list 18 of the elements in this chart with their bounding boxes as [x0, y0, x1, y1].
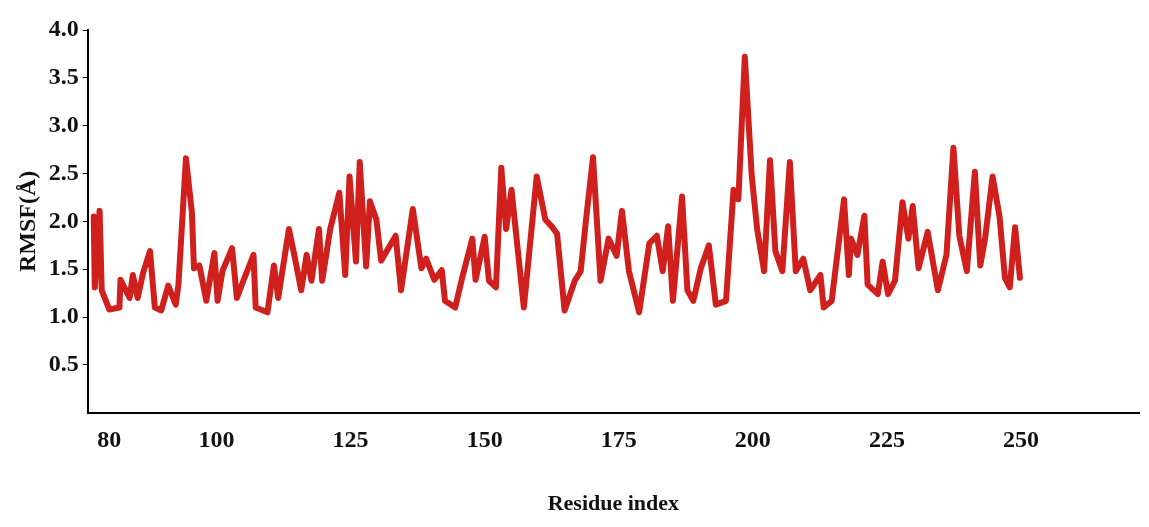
x-tick-label: 125	[332, 426, 369, 453]
x-tick-label: 250	[1003, 426, 1040, 453]
x-axis-title: Residue index	[547, 490, 680, 516]
y-tick-label: 1.5	[48, 254, 79, 281]
x-tick-label: 175	[600, 426, 637, 453]
x-tick-label: 80	[97, 426, 122, 453]
x-tick-label: 100	[198, 426, 235, 453]
y-tick-label: 3.5	[48, 63, 79, 90]
y-tick-label: 2.0	[48, 206, 79, 233]
y-tick-label: 0.5	[48, 350, 79, 377]
x-tick-label: 225	[868, 426, 905, 453]
x-tick-label: 150	[466, 426, 503, 453]
y-tick-label: 3.0	[48, 110, 79, 137]
y-tick-label: 2.5	[48, 158, 79, 185]
y-axis-title: RMSF(Å)	[13, 170, 40, 273]
y-tick-label: 1.0	[48, 302, 79, 329]
x-tick-label: 200	[734, 426, 771, 453]
y-tick-label: 4.0	[48, 15, 79, 42]
